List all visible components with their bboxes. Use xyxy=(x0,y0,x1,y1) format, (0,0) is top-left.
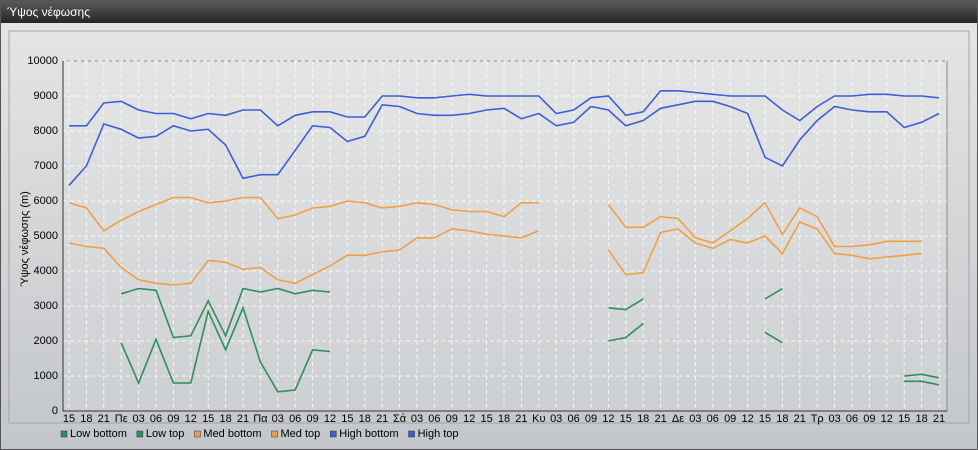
legend-label: Med top xyxy=(281,428,321,440)
x-tick-label: 18 xyxy=(80,413,92,425)
x-tick-label: Πε xyxy=(115,413,128,425)
series-line xyxy=(120,305,940,393)
x-tick-label: 03 xyxy=(689,413,701,425)
x-tick-label: 09 xyxy=(306,413,318,425)
y-tick-label: 0 xyxy=(52,405,58,417)
x-tick-label: 15 xyxy=(63,413,75,425)
series-line xyxy=(68,196,922,248)
x-tick-label: 09 xyxy=(585,413,597,425)
x-tick-label: 18 xyxy=(776,413,788,425)
y-tick-label: 5000 xyxy=(34,230,58,242)
x-tick-label: 12 xyxy=(324,413,336,425)
series-line xyxy=(68,100,940,186)
x-tick-label: 12 xyxy=(463,413,475,425)
window-title: Ύψος νέφωσης xyxy=(1,1,977,23)
x-tick-label: 06 xyxy=(150,413,162,425)
x-tick-label: Δε xyxy=(672,413,684,425)
y-tick-label: 3000 xyxy=(34,300,58,312)
x-tick-label: 03 xyxy=(272,413,284,425)
legend-swatch xyxy=(271,430,278,438)
y-tick-label: 2000 xyxy=(34,335,58,347)
x-tick-label: 06 xyxy=(567,413,579,425)
chart: Ύψος νέφωσης (m) 0 1000 2000 3000 4000 5000 60… xyxy=(8,30,970,440)
legend-swatch xyxy=(330,430,337,438)
x-tick-label: 03 xyxy=(132,413,144,425)
y-axis-label: Ύψος νέφωσης (m) xyxy=(19,191,31,287)
y-tick-label: 8000 xyxy=(34,125,58,137)
x-tick-label: 12 xyxy=(741,413,753,425)
y-tick-label: 9000 xyxy=(34,90,58,102)
x-tick-label: 09 xyxy=(446,413,458,425)
x-tick-label: 18 xyxy=(637,413,649,425)
legend-label: High top xyxy=(418,428,459,440)
x-tick-label: Κυ xyxy=(532,413,545,425)
x-tick-label: 09 xyxy=(724,413,736,425)
x-tick-label: 06 xyxy=(289,413,301,425)
x-tick-label: Τρ xyxy=(811,413,824,425)
x-tick-label: 03 xyxy=(411,413,423,425)
x-tick-label: 12 xyxy=(602,413,614,425)
x-tick-label: 03 xyxy=(828,413,840,425)
series-line xyxy=(120,287,940,379)
legend-label: Low bottom xyxy=(70,428,127,440)
legend-swatch xyxy=(194,430,201,438)
y-tick-label: 6000 xyxy=(34,195,58,207)
x-tick-label: 21 xyxy=(933,413,945,425)
legend-label: Med bottom xyxy=(203,428,261,440)
x-tick-label: 06 xyxy=(707,413,719,425)
x-tick-label: 15 xyxy=(620,413,632,425)
x-tick-label: 15 xyxy=(898,413,910,425)
x-tick-label: 15 xyxy=(202,413,214,425)
x-tick-label: 15 xyxy=(341,413,353,425)
legend-swatch xyxy=(408,430,415,438)
x-tick-label: 09 xyxy=(167,413,179,425)
x-tick-label: Σά xyxy=(393,413,407,425)
x-tick-label: 18 xyxy=(219,413,231,425)
y-tick-label: 4000 xyxy=(34,265,58,277)
x-tick-label: 21 xyxy=(98,413,110,425)
x-tick-label: 06 xyxy=(428,413,440,425)
x-tick-label: 18 xyxy=(359,413,371,425)
x-tick-label: 15 xyxy=(759,413,771,425)
legend-swatch xyxy=(60,430,68,438)
y-tick-label: 7000 xyxy=(34,160,58,172)
y-tick-label: 1000 xyxy=(34,370,58,382)
legend-swatch xyxy=(136,430,144,438)
x-tick-label: 06 xyxy=(846,413,858,425)
x-tick-label: 21 xyxy=(515,413,527,425)
x-tick-label: 18 xyxy=(915,413,927,425)
x-tick-label: 12 xyxy=(185,413,197,425)
x-tick-label: 21 xyxy=(237,413,249,425)
x-tick-label: 15 xyxy=(480,413,492,425)
legend-label: Low top xyxy=(146,428,185,440)
x-tick-label: Πα xyxy=(253,413,268,425)
chart-frame xyxy=(8,30,970,424)
x-tick-label: 21 xyxy=(376,413,388,425)
x-tick-label: 03 xyxy=(550,413,562,425)
y-tick-label: 10000 xyxy=(27,55,58,67)
x-tick-label: 12 xyxy=(881,413,893,425)
series-line xyxy=(68,220,922,286)
legend-label: High bottom xyxy=(339,428,398,440)
x-tick-label: 21 xyxy=(794,413,806,425)
series-line xyxy=(69,90,940,127)
x-tick-label: 18 xyxy=(498,413,510,425)
x-tick-label: 21 xyxy=(654,413,666,425)
x-tick-label: 09 xyxy=(863,413,875,425)
